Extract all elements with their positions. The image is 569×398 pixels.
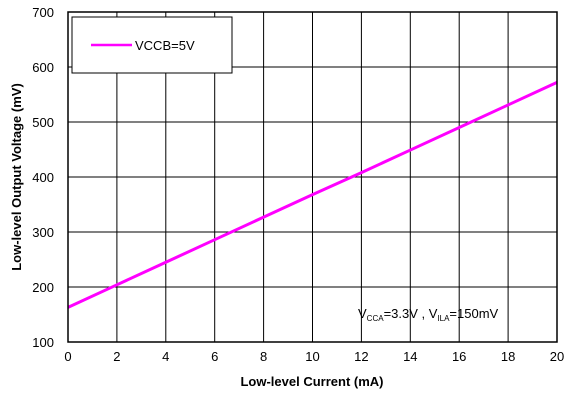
x-tick-label: 4 — [162, 349, 169, 364]
grid — [68, 12, 557, 342]
legend-label: VCCB=5V — [135, 38, 195, 53]
plot-frame — [67, 11, 558, 343]
y-tick-label: 200 — [32, 280, 54, 295]
y-tick-label: 100 — [32, 335, 54, 350]
vcca-symbol: V — [358, 306, 367, 321]
x-tick-label: 6 — [211, 349, 218, 364]
x-tick-label: 14 — [403, 349, 417, 364]
x-tick-label: 12 — [354, 349, 368, 364]
y-tick-label: 300 — [32, 225, 54, 240]
legend: VCCB=5V — [71, 16, 233, 74]
vcca-value: =3.3V , — [384, 306, 429, 321]
x-axis-title: Low-level Current (mA) — [240, 374, 383, 389]
y-axis-title: Low-level Output Voltage (mV) — [9, 83, 24, 271]
y-tick-label: 500 — [32, 115, 54, 130]
y-tick-labels: 100 200 300 400 500 600 700 — [32, 5, 54, 350]
y-tick-label: 600 — [32, 60, 54, 75]
x-tick-label: 10 — [305, 349, 319, 364]
vila-value: =150mV — [449, 306, 498, 321]
x-tick-label: 2 — [113, 349, 120, 364]
x-tick-labels: 0 2 4 6 8 10 12 14 16 18 20 — [64, 349, 564, 364]
vila-subscript: ILA — [437, 314, 450, 323]
x-tick-label: 20 — [550, 349, 564, 364]
series-line-vccb-5v — [67, 81, 558, 309]
vila-symbol: V — [429, 306, 438, 321]
x-tick-label: 0 — [64, 349, 71, 364]
x-tick-label: 18 — [501, 349, 515, 364]
y-tick-label: 700 — [32, 5, 54, 20]
vcca-subscript: CCA — [367, 314, 385, 323]
x-tick-label: 16 — [452, 349, 466, 364]
y-tick-label: 400 — [32, 170, 54, 185]
series-layer — [67, 81, 558, 309]
conditions-annotation: VCCA=3.3V , VILA=150mV — [358, 306, 499, 323]
x-tick-label: 8 — [260, 349, 267, 364]
